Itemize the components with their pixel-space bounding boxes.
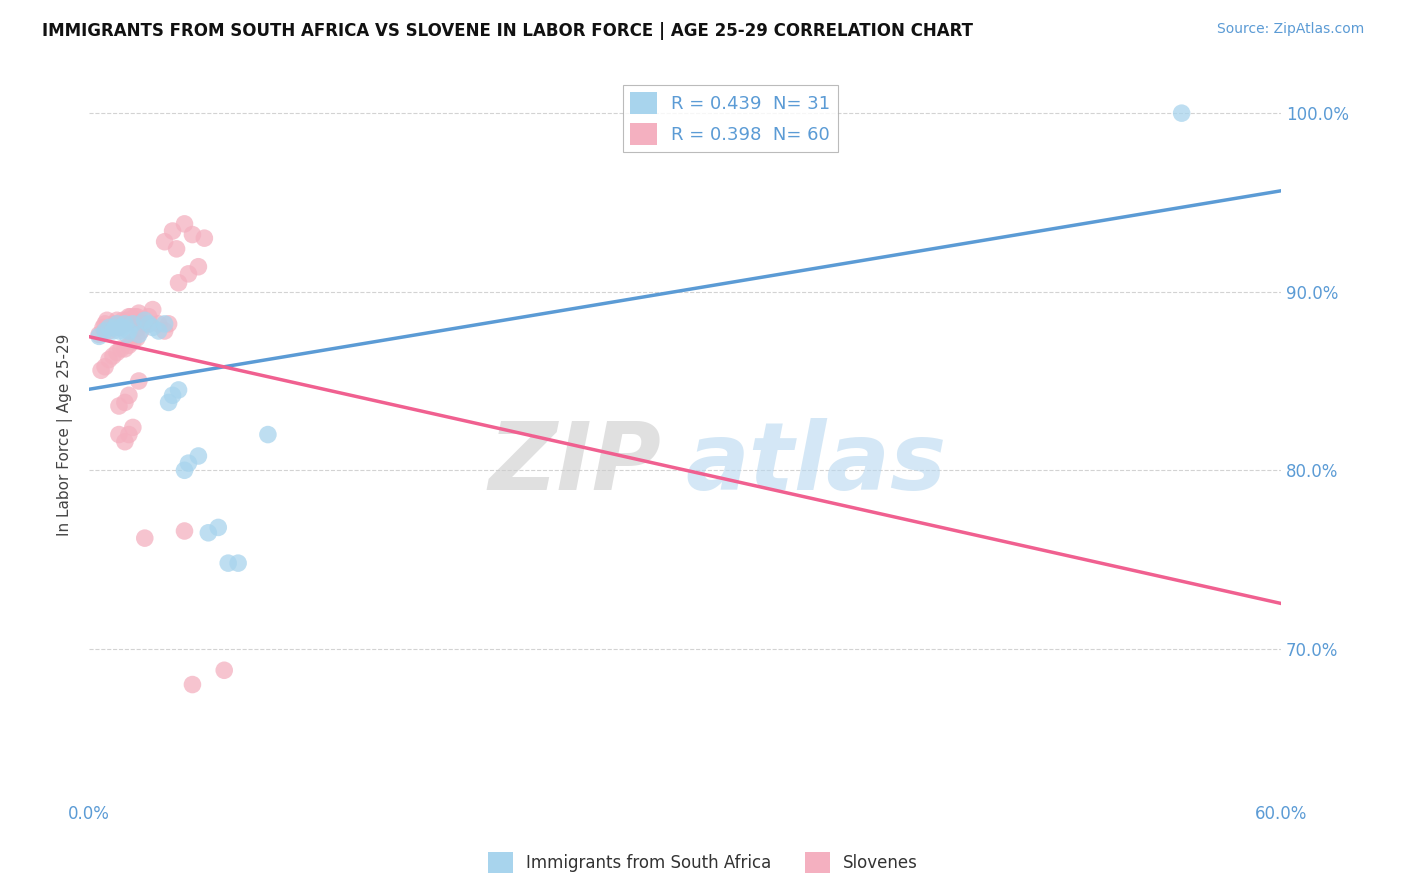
Point: [1170, 106, 1192, 120]
Point: [105, 345, 128, 359]
Point: [115, 313, 138, 327]
Point: [121, 313, 143, 327]
Point: [87, 329, 110, 343]
Point: [173, 463, 195, 477]
Point: [111, 313, 134, 327]
Point: [153, 317, 176, 331]
Point: [125, 310, 148, 324]
Point: [87, 327, 110, 342]
Point: [142, 320, 165, 334]
Point: [94, 324, 117, 338]
Point: [101, 349, 124, 363]
Point: [257, 427, 280, 442]
Point: [187, 260, 209, 274]
Point: [124, 310, 146, 324]
Point: [108, 427, 131, 442]
Point: [138, 317, 160, 331]
Point: [114, 317, 136, 331]
Point: [134, 313, 156, 327]
Point: [114, 434, 136, 449]
Point: [94, 359, 117, 374]
Point: [104, 317, 127, 331]
Point: [181, 677, 204, 691]
Point: [153, 324, 176, 338]
Legend: R = 0.439  N= 31, R = 0.398  N= 60: R = 0.439 N= 31, R = 0.398 N= 60: [623, 85, 838, 153]
Point: [101, 320, 124, 334]
Point: [177, 456, 200, 470]
Point: [114, 342, 136, 356]
Point: [148, 324, 170, 338]
Point: [118, 338, 141, 352]
Point: [121, 420, 143, 434]
Point: [108, 324, 131, 338]
Point: [101, 324, 124, 338]
Point: [138, 317, 160, 331]
Text: IMMIGRANTS FROM SOUTH AFRICA VS SLOVENE IN LABOR FORCE | AGE 25-29 CORRELATION C: IMMIGRANTS FROM SOUTH AFRICA VS SLOVENE …: [42, 22, 973, 40]
Text: ZIP: ZIP: [488, 417, 661, 510]
Point: [157, 317, 180, 331]
Point: [121, 317, 143, 331]
Point: [118, 388, 141, 402]
Point: [193, 231, 215, 245]
Point: [173, 524, 195, 538]
Point: [98, 352, 121, 367]
Point: [108, 399, 131, 413]
Point: [173, 217, 195, 231]
Point: [98, 324, 121, 338]
Point: [162, 388, 184, 402]
Point: [177, 267, 200, 281]
Point: [111, 320, 134, 334]
Point: [108, 320, 131, 334]
Point: [207, 520, 229, 534]
Point: [212, 663, 235, 677]
Point: [167, 276, 190, 290]
Point: [114, 317, 136, 331]
Point: [129, 324, 152, 338]
Point: [115, 327, 138, 342]
Point: [121, 334, 143, 349]
Point: [104, 320, 127, 334]
Point: [98, 320, 121, 334]
Point: [187, 449, 209, 463]
Point: [91, 320, 114, 334]
Point: [197, 525, 219, 540]
Point: [110, 342, 132, 356]
Point: [105, 317, 128, 331]
Point: [166, 242, 188, 256]
Point: [100, 320, 122, 334]
Point: [96, 313, 118, 327]
Point: [120, 310, 142, 324]
Point: [134, 317, 156, 331]
Point: [128, 374, 150, 388]
Point: [128, 320, 150, 334]
Point: [114, 395, 136, 409]
Point: [148, 317, 170, 331]
Point: [226, 556, 249, 570]
Point: [157, 395, 180, 409]
Text: Source: ZipAtlas.com: Source: ZipAtlas.com: [1216, 22, 1364, 37]
Point: [118, 427, 141, 442]
Point: [128, 306, 150, 320]
Point: [128, 327, 150, 342]
Point: [110, 317, 132, 331]
Point: [167, 383, 190, 397]
Point: [162, 224, 184, 238]
Point: [217, 556, 239, 570]
Point: [90, 363, 112, 377]
Point: [105, 313, 128, 327]
Point: [181, 227, 204, 242]
Legend: Immigrants from South Africa, Slovenes: Immigrants from South Africa, Slovenes: [481, 846, 925, 880]
Point: [110, 320, 132, 334]
Point: [138, 310, 160, 324]
Text: atlas: atlas: [685, 417, 946, 510]
Point: [118, 310, 141, 324]
Point: [118, 324, 141, 338]
Point: [94, 317, 117, 331]
Point: [142, 302, 165, 317]
Point: [153, 235, 176, 249]
Y-axis label: In Labor Force | Age 25-29: In Labor Force | Age 25-29: [58, 334, 73, 536]
Point: [134, 531, 156, 545]
Point: [125, 331, 148, 345]
